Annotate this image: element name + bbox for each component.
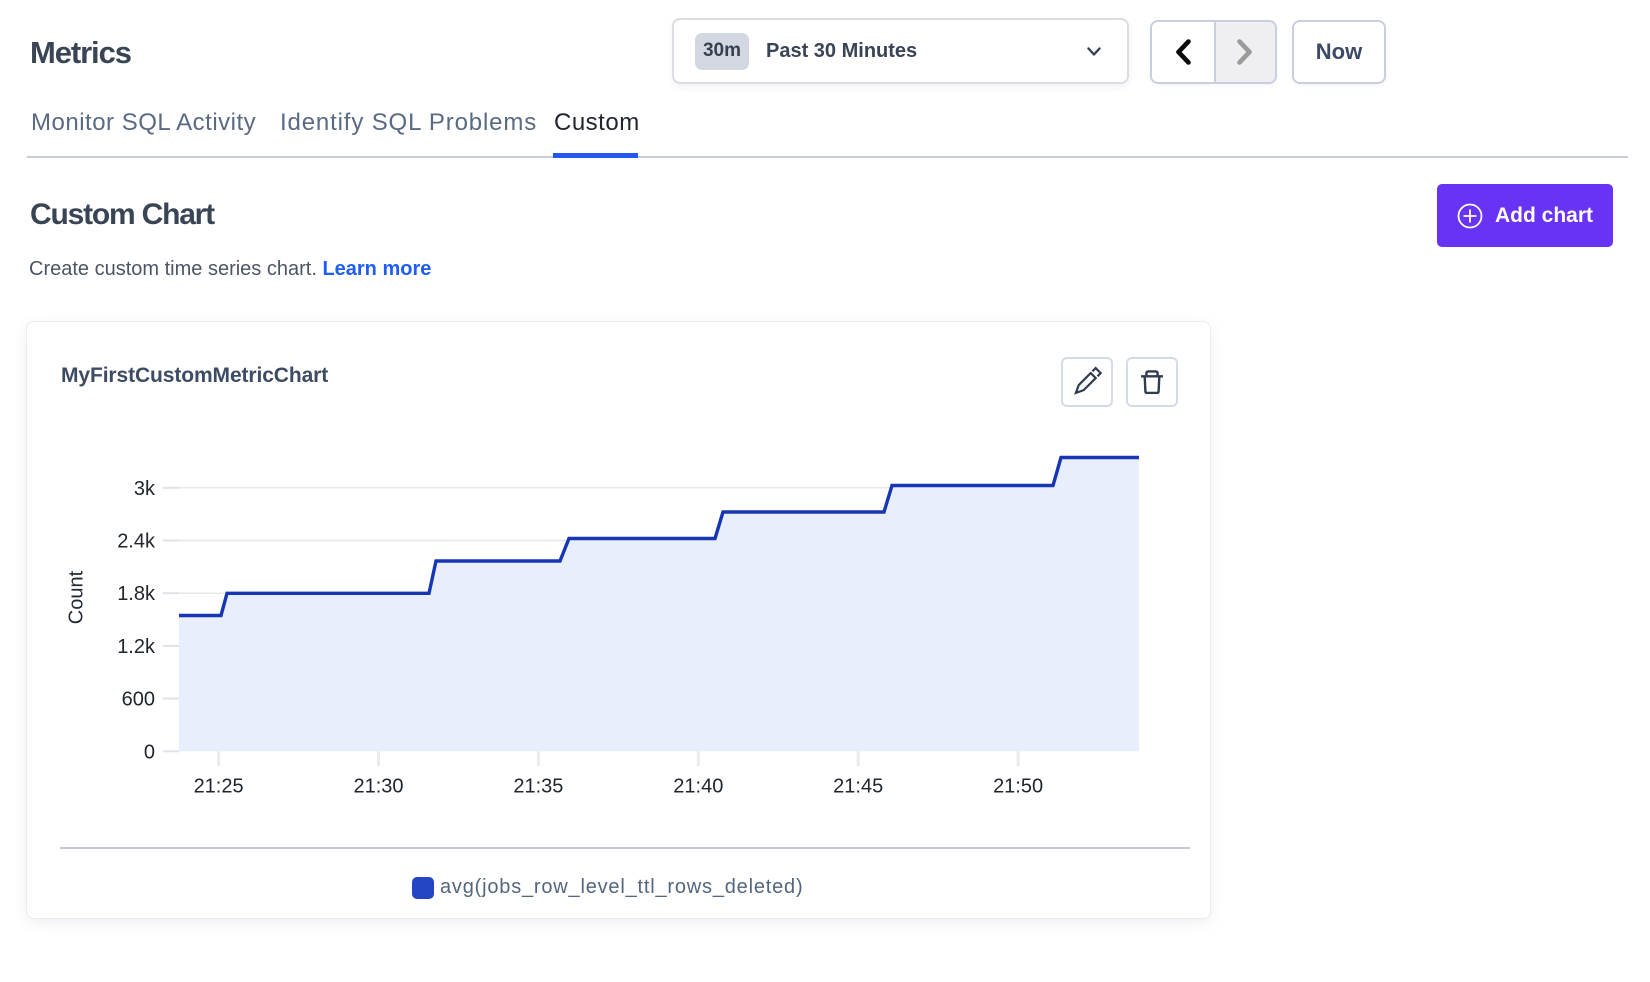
- svg-text:21:45: 21:45: [833, 775, 883, 797]
- svg-text:21:25: 21:25: [194, 775, 244, 797]
- svg-text:21:30: 21:30: [353, 775, 403, 797]
- svg-text:1.8k: 1.8k: [117, 583, 156, 605]
- svg-text:21:40: 21:40: [673, 775, 723, 797]
- svg-text:3k: 3k: [134, 478, 156, 500]
- svg-text:21:35: 21:35: [513, 775, 563, 797]
- svg-text:600: 600: [122, 689, 155, 711]
- svg-text:21:50: 21:50: [993, 775, 1043, 797]
- svg-text:0: 0: [144, 741, 155, 763]
- svg-text:1.2k: 1.2k: [117, 636, 156, 658]
- svg-text:2.4k: 2.4k: [117, 531, 156, 553]
- svg-text:Count: Count: [66, 570, 88, 624]
